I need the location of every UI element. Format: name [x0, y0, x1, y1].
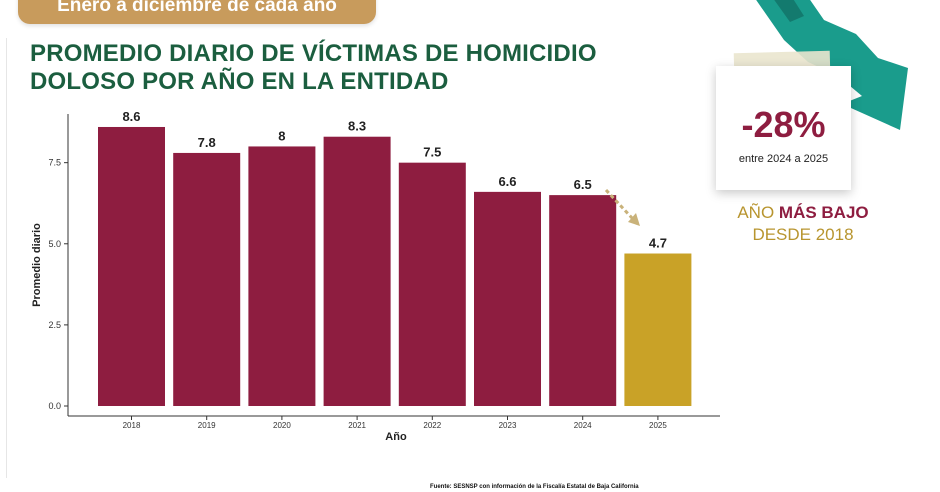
chart-title-line-2: DOLOSO POR AÑO EN LA ENTIDAD	[30, 68, 449, 95]
chart-title-line-1: PROMEDIO DIARIO DE VÍCTIMAS DE HOMICIDIO	[30, 40, 597, 67]
bar-2025	[624, 253, 692, 406]
x-tick-label-2024: 2024	[574, 421, 592, 430]
y-tick-label: 2.5	[48, 320, 61, 330]
chart-axes	[67, 114, 720, 417]
bar-2019	[173, 152, 241, 406]
value-label-2019: 7.8	[198, 135, 216, 150]
y-tick-label: 5.0	[48, 239, 61, 249]
bar-2023	[474, 191, 541, 406]
percent-change-value: -28%	[741, 104, 826, 145]
chart-x-ticks: 2018 2019 2020 2021 2022 2023 2024 2025	[123, 416, 667, 430]
source-note: Fuente: SESNSP con información de la Fis…	[430, 484, 639, 490]
y-axis-label: Promedio diario	[31, 223, 43, 307]
callout-line-1-bold: MÁS BAJO	[778, 203, 869, 222]
value-label-2021: 8.3	[348, 119, 366, 134]
chart-title: PROMEDIO DIARIO DE VÍCTIMAS DE HOMICIDIO…	[30, 40, 670, 96]
bar-2022	[398, 162, 466, 406]
x-tick-label-2019: 2019	[198, 421, 216, 430]
callout-line-1: AÑO MÁS BAJO	[700, 202, 906, 224]
left-divider	[6, 38, 7, 478]
value-label-2020: 8	[278, 128, 285, 143]
x-tick-label-2020: 2020	[273, 421, 291, 430]
chart-value-labels: 8.6 7.8 8 8.3 7.5 6.6 6.5 4.7	[122, 109, 666, 251]
value-label-2018: 8.6	[122, 109, 140, 124]
percent-change-period: entre 2024 a 2025	[738, 153, 829, 165]
x-tick-label-2025: 2025	[649, 421, 667, 430]
lowest-year-callout: AÑO MÁS BAJO DESDE 2018	[700, 202, 906, 246]
value-label-2023: 6.6	[498, 174, 516, 189]
down-trend-arrow-icon	[756, 0, 908, 130]
callout-line-2: DESDE 2018	[752, 225, 854, 244]
bar-2024	[549, 195, 617, 406]
chart-bars	[98, 126, 692, 406]
x-axis-label: Año	[385, 431, 407, 443]
x-tick-label-2018: 2018	[123, 421, 141, 430]
value-label-2025: 4.7	[649, 236, 667, 251]
callout-line-1-prefix: AÑO	[737, 203, 779, 222]
value-label-2022: 7.5	[423, 145, 441, 160]
dashed-arrow-icon	[604, 188, 640, 226]
period-banner-text: Enero a diciembre de cada año	[57, 0, 337, 16]
bar-2018	[98, 126, 165, 406]
x-tick-label-2023: 2023	[499, 421, 517, 430]
bar-2020	[248, 146, 316, 406]
x-tick-label-2022: 2022	[423, 421, 441, 430]
y-tick-label: 0.0	[48, 401, 61, 411]
percent-change-card: -28% entre 2024 a 2025	[716, 66, 851, 190]
value-label-2024: 6.5	[574, 177, 592, 192]
y-tick-label: 7.5	[48, 158, 61, 168]
period-banner: Enero a diciembre de cada año	[18, 0, 376, 24]
bar-2021	[323, 136, 391, 406]
chart-y-ticks: 0.0 2.5 5.0 7.5	[48, 158, 68, 411]
x-tick-label-2021: 2021	[348, 421, 366, 430]
